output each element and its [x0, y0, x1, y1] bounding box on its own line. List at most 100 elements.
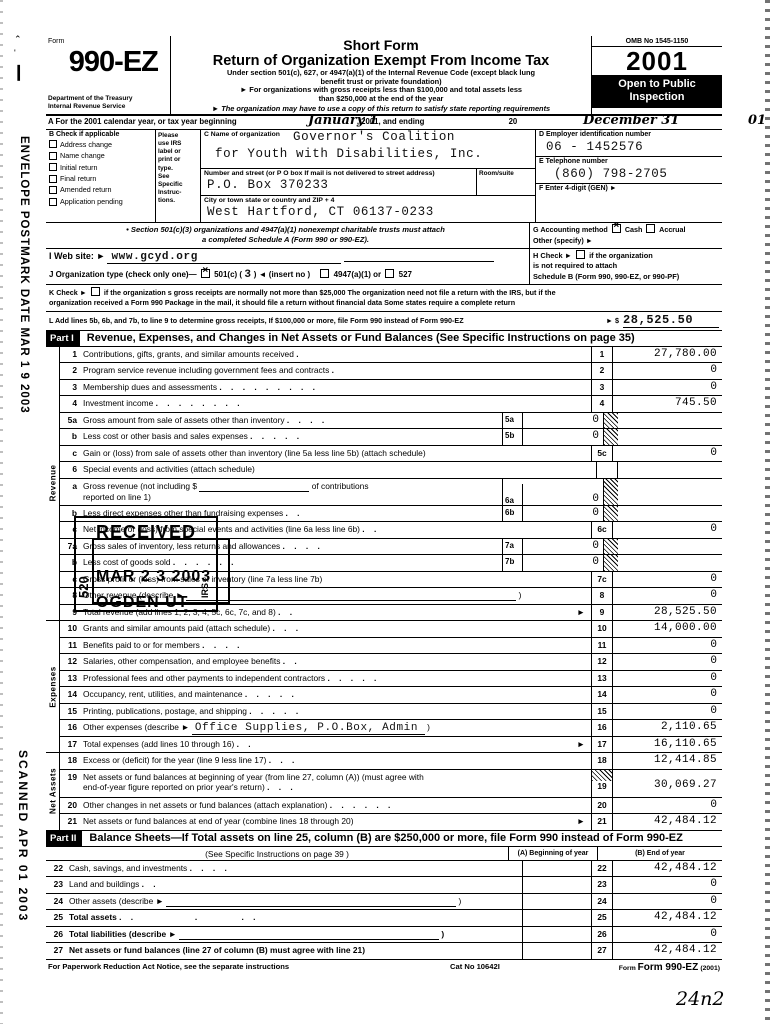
column-a-amount[interactable]	[522, 860, 591, 877]
org-type-501c-number[interactable]: 3	[244, 268, 252, 281]
org-name-line2[interactable]: for Youth with Disabilities, Inc.	[215, 146, 483, 161]
room-suite-cell[interactable]: Room/suite	[476, 168, 535, 195]
checkbox-icon[interactable]	[49, 163, 57, 172]
line-amount[interactable]: 14,000.00	[653, 622, 717, 635]
section-501-note-line2: a completed Schedule A (Form 990 or 990-…	[202, 235, 369, 245]
line-amount[interactable]: 0	[710, 523, 717, 536]
line-box-number: 21	[591, 814, 613, 830]
sub-line-amount[interactable]: 0	[592, 430, 599, 443]
line-amount[interactable]: 0	[710, 704, 717, 717]
column-b-amount[interactable]: 42,484.12	[653, 944, 717, 957]
checkbox-icon[interactable]	[49, 186, 57, 195]
form-number-block: Form 990-EZ Department of the Treasury I…	[46, 36, 171, 114]
column-b-amount[interactable]: 0	[710, 878, 717, 891]
line-amount[interactable]: 28,525.50	[653, 605, 717, 618]
tax-year-begin-value[interactable]: January 1	[308, 112, 378, 128]
line-box-number: 17	[591, 736, 613, 753]
website-value[interactable]: www.gcyd.org	[107, 251, 342, 264]
column-b-amount[interactable]: 42,484.12	[653, 861, 717, 874]
checkbox-address-change[interactable]: Address change	[49, 139, 153, 150]
line-amount[interactable]: 42,484.12	[653, 815, 717, 828]
checkbox-icon[interactable]	[49, 197, 57, 206]
sub-line-number: 7b	[503, 555, 523, 571]
tax-year-end-value[interactable]: December 31	[583, 112, 680, 128]
org-name-line1[interactable]: Governor's Coalition	[293, 129, 456, 144]
line-box-number: 4	[591, 396, 613, 412]
column-a-amount[interactable]	[522, 877, 591, 893]
website-orgtype-left: I Web site: ► www.gcyd.org J Organizatio…	[46, 249, 529, 284]
ein-value[interactable]: 06 - 1452576	[546, 139, 644, 154]
sub-line-amount[interactable]: 0	[592, 506, 599, 519]
line-amount[interactable]: 0	[710, 589, 717, 602]
line-amount[interactable]: 0	[710, 638, 717, 651]
line-amount[interactable]: 0	[710, 798, 717, 811]
line-number: 24	[53, 895, 63, 906]
line-amount[interactable]: 0	[710, 671, 717, 684]
line-k-text1: if the organization s gross receipts are…	[103, 287, 556, 297]
city-value[interactable]: West Hartford, CT 06137-0233	[207, 204, 434, 219]
line-amount[interactable]: 30,069.27	[653, 778, 717, 791]
checkbox-line-k-icon[interactable]	[90, 286, 100, 296]
received-stamp-word: RECEIVED	[96, 522, 197, 542]
checkbox-cash-icon[interactable]	[611, 221, 621, 233]
checkbox-initial-return[interactable]: Initial return	[49, 162, 153, 173]
line-amount[interactable]: 745.50	[674, 397, 717, 410]
line-description: Printing, publications, postage, and shi…	[83, 705, 302, 716]
column-b-amount[interactable]: 0	[710, 927, 717, 940]
checkbox-icon[interactable]	[49, 151, 57, 160]
checkbox-name-change[interactable]: Name change	[49, 150, 153, 161]
line-box-number: 14	[591, 687, 613, 703]
scan-artifact-tick: '	[14, 48, 16, 58]
phone-value[interactable]: (860) 798-2705	[554, 166, 668, 181]
checkbox-accrual-icon[interactable]	[646, 223, 656, 233]
sub-line-amount[interactable]: 0	[592, 539, 599, 552]
line-amount[interactable]: 0	[710, 364, 717, 377]
table-row: 27 Net assets or fund balances (line 27 …	[46, 943, 722, 959]
line-box-number: 5c	[591, 445, 613, 462]
line-amount[interactable]: 2,110.65	[660, 721, 717, 734]
empty-cell	[618, 462, 722, 478]
sub-line-amount[interactable]: 0	[592, 492, 599, 505]
checkbox-501c-icon[interactable]	[200, 266, 210, 278]
checkbox-application-pending[interactable]: Application pending	[49, 196, 153, 207]
line-amount[interactable]: 12,414.85	[653, 754, 717, 767]
checkbox-icon[interactable]	[49, 140, 57, 149]
checkbox-schedule-b-icon[interactable]	[576, 249, 586, 259]
sub-line-amount[interactable]: 0	[592, 413, 599, 426]
checkbox-final-return[interactable]: Final return	[49, 173, 153, 184]
column-b-amount[interactable]: 0	[710, 894, 717, 907]
line-amount[interactable]: 0	[710, 572, 717, 585]
revenue-side-label: Revenue	[46, 346, 60, 621]
checkbox-icon[interactable]	[49, 174, 57, 183]
line-l-value[interactable]: 28,525.50	[623, 313, 719, 329]
line-number: b	[71, 431, 77, 442]
line-amount[interactable]: 0	[710, 655, 717, 668]
tax-year-end-year[interactable]: 01	[748, 112, 767, 128]
line-k-row: K Check ► if the organization s gross re…	[46, 285, 722, 312]
street-value[interactable]: P.O. Box 370233	[207, 177, 329, 192]
column-b-amount[interactable]: 42,484.12	[653, 911, 717, 924]
table-row: c Gain or (loss) from sale of assets oth…	[60, 445, 722, 463]
sub-amount-cell: 5a 0	[502, 412, 603, 429]
column-a-amount[interactable]	[522, 943, 591, 959]
line-amount[interactable]: 0	[710, 446, 717, 459]
line-amount[interactable]: 16,110.65	[653, 737, 717, 750]
line-box-number: 27	[591, 943, 613, 959]
sub-line-amount[interactable]: 0	[592, 556, 599, 569]
column-a-amount[interactable]	[522, 893, 591, 910]
line-amount[interactable]: 0	[710, 688, 717, 701]
column-a-amount[interactable]	[522, 910, 591, 926]
other-expenses-description[interactable]: Office Supplies, P.O.Box, Admin	[191, 722, 425, 736]
line-amount[interactable]: 27,780.00	[653, 347, 717, 360]
check-if-applicable-caption: B Check if applicable	[49, 130, 120, 138]
website-orgtype-row: I Web site: ► www.gcyd.org J Organizatio…	[46, 248, 722, 285]
checkbox-527-icon[interactable]	[385, 268, 395, 278]
line-amount[interactable]: 0	[710, 380, 717, 393]
line-description: Salaries, other compensation, and employ…	[83, 656, 301, 667]
table-row: 5a Gross amount from sale of assets othe…	[60, 412, 722, 430]
agency-line-1: Department of the Treasury	[48, 95, 133, 102]
checkbox-4947-icon[interactable]	[320, 268, 330, 278]
column-a-amount[interactable]	[522, 926, 591, 943]
line-box-number: 6c	[591, 522, 613, 538]
checkbox-amended-return[interactable]: Amended return	[49, 184, 153, 195]
